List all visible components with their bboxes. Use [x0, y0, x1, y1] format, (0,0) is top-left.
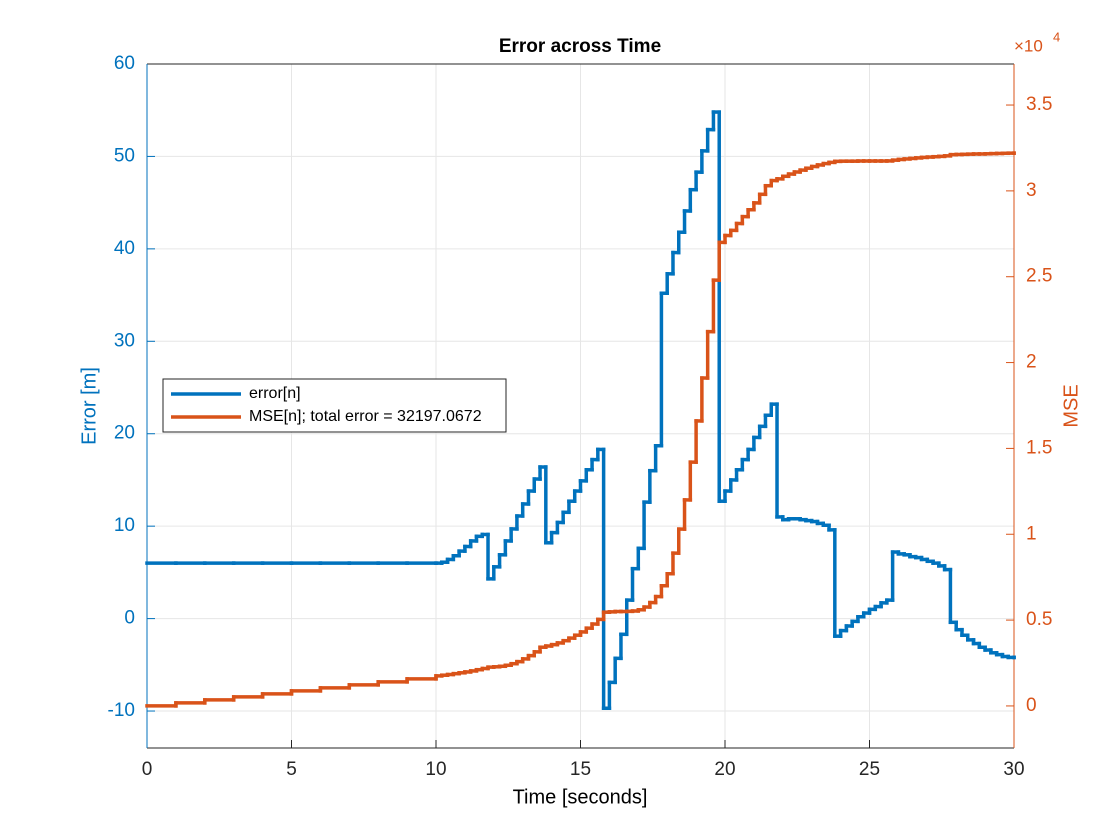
- y2-tick-label: 2.5: [1026, 266, 1052, 287]
- y2-axis-label: MSE: [1060, 384, 1082, 427]
- chart-title: Error across Time: [499, 36, 661, 57]
- x-tick-label: 30: [1003, 759, 1024, 780]
- y-tick-label: 0: [124, 608, 135, 629]
- x-tick-label: 10: [425, 759, 446, 780]
- y-tick-label: 20: [114, 423, 135, 444]
- x-tick-label: 15: [570, 759, 591, 780]
- y2-tick-label: 0: [1026, 695, 1037, 716]
- x-tick-label: 25: [859, 759, 880, 780]
- y-axis-label: Error [m]: [78, 367, 100, 445]
- y2-tick-label: 3.5: [1026, 94, 1052, 115]
- x-tick-label: 5: [286, 759, 297, 780]
- x-tick-label: 0: [142, 759, 153, 780]
- y2-tick-label: 1: [1026, 523, 1037, 544]
- y2-tick-label: 0.5: [1026, 609, 1052, 630]
- legend-box: [162, 378, 507, 433]
- legend-label: error[n]: [249, 385, 301, 402]
- y2-tick-label: 1.5: [1026, 437, 1052, 458]
- y-tick-label: 30: [114, 330, 135, 351]
- legend-label: MSE[n]; total error = 32197.0672: [249, 408, 482, 425]
- y2-multiplier-power: 4: [1053, 29, 1060, 44]
- y-tick-label: 60: [114, 53, 135, 74]
- y2-tick-label: 2: [1026, 352, 1037, 373]
- x-tick-label: 20: [714, 759, 735, 780]
- y-tick-label: 40: [114, 238, 135, 259]
- y-tick-label: 10: [114, 515, 135, 536]
- x-axis-label: Time [seconds]: [513, 786, 648, 808]
- y-tick-label: -10: [108, 700, 135, 721]
- y2-multiplier-base: ×10: [1014, 36, 1043, 55]
- y-tick-label: 50: [114, 145, 135, 166]
- y2-tick-label: 3: [1026, 180, 1037, 201]
